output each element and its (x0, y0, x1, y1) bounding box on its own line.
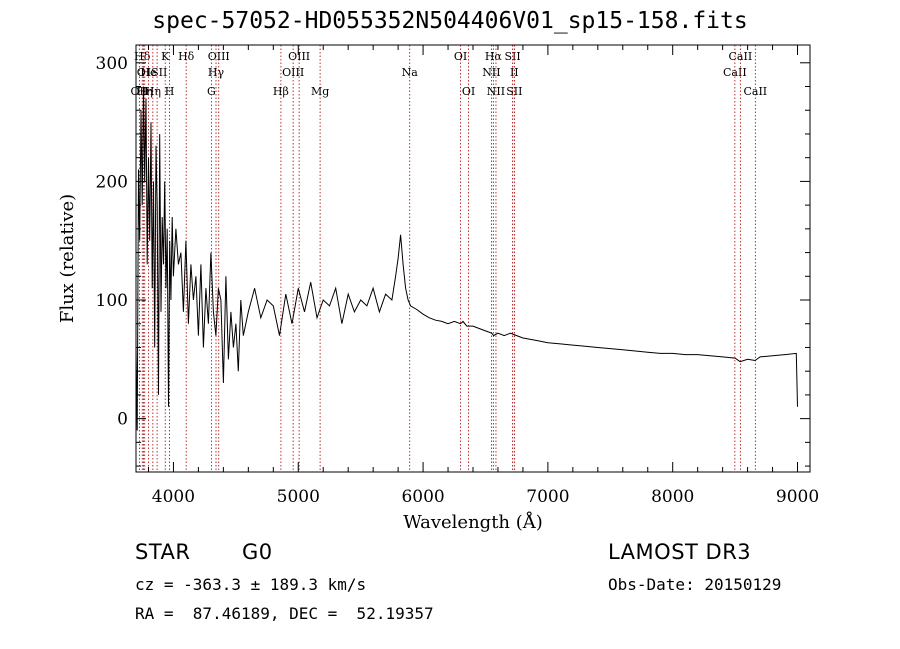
line-label: CaII (723, 66, 747, 79)
line-label: CaII (743, 85, 767, 98)
x-tick-label: 6000 (401, 487, 444, 507)
line-label: SII (504, 50, 520, 63)
line-label: ISII (147, 66, 168, 79)
x-tick-label: 9000 (776, 487, 819, 507)
object-class: STAR (135, 540, 191, 564)
line-label: NII (487, 85, 505, 98)
x-tick-label: 8000 (651, 487, 694, 507)
line-label: G (207, 85, 216, 98)
line-label: Hβ (273, 85, 289, 98)
line-label: Hδ (134, 50, 151, 63)
object-subclass: G0 (242, 540, 273, 564)
line-label: OI (462, 85, 475, 98)
line-label: OIII (208, 50, 230, 63)
y-tick-label: 100 (96, 291, 128, 311)
line-label: Hδ (178, 50, 195, 63)
spectrum-line (135, 86, 798, 431)
x-axis-label: Wavelength (Å) (403, 511, 543, 533)
y-axis-label: Flux (relative) (57, 194, 78, 323)
line-label: OI (137, 66, 150, 79)
line-label: OI (454, 50, 467, 63)
line-label: OIII (282, 66, 304, 79)
line-label: H (165, 85, 175, 98)
redshift-velocity: cz = -363.3 ± 189.3 km/s (135, 575, 367, 594)
line-label: NII (482, 66, 500, 79)
line-label: He (140, 66, 156, 79)
y-tick-label: 0 (117, 410, 128, 430)
y-tick-label: 300 (96, 54, 128, 74)
line-label: Mg (311, 85, 329, 98)
chart-title: spec-57052-HD055352N504406V01_sp15-158.f… (152, 8, 748, 34)
line-label: Hα (485, 50, 503, 63)
x-tick-label: 4000 (152, 487, 195, 507)
coordinates: RA = 87.46189, DEC = 52.19357 (135, 604, 434, 623)
survey-name: LAMOST DR3 (608, 540, 752, 564)
observation-date: Obs-Date: 20150129 (608, 575, 782, 594)
y-tick-label: 200 (96, 172, 128, 192)
x-tick-label: 7000 (526, 487, 569, 507)
line-label: II (510, 66, 519, 79)
x-tick-label: 5000 (277, 487, 320, 507)
line-label: K (161, 50, 170, 63)
line-label: Na (402, 66, 419, 79)
line-label: Hη (145, 85, 161, 98)
line-label: Hγ (208, 66, 225, 79)
line-label: CaII (729, 50, 753, 63)
line-label: OIII (288, 50, 310, 63)
plot-frame (135, 44, 811, 473)
